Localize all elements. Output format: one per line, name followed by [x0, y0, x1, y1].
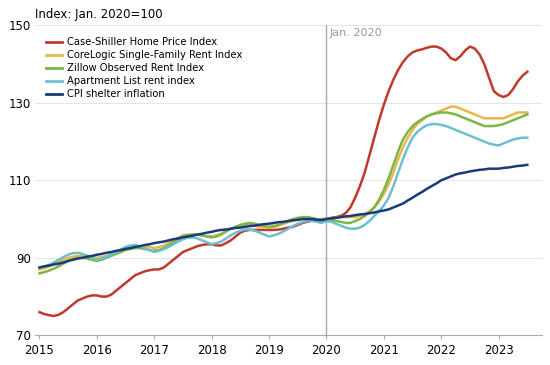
CoreLogic Single-Family Rent Index	[36, 267, 43, 272]
CPI shelter inflation	[491, 166, 497, 171]
Zillow Observed Rent Index	[471, 120, 478, 124]
CoreLogic Single-Family Rent Index	[448, 104, 454, 109]
Apartment List rent index	[496, 143, 502, 147]
CPI shelter inflation	[36, 265, 43, 270]
CoreLogic Single-Family Rent Index	[481, 116, 487, 120]
Zillow Observed Rent Index	[36, 271, 43, 276]
Text: Jan. 2020: Jan. 2020	[329, 28, 382, 38]
Case-Shiller Home Price Index	[524, 70, 531, 74]
Line: Apartment List rent index: Apartment List rent index	[40, 124, 527, 268]
Apartment List rent index	[170, 242, 177, 246]
Case-Shiller Home Price Index	[36, 310, 43, 314]
Case-Shiller Home Price Index	[428, 45, 435, 49]
CoreLogic Single-Family Rent Index	[524, 110, 531, 115]
Apartment List rent index	[481, 139, 487, 144]
Zillow Observed Rent Index	[486, 124, 492, 128]
CPI shelter inflation	[476, 168, 483, 172]
CoreLogic Single-Family Rent Index	[471, 112, 478, 116]
Apartment List rent index	[428, 122, 435, 126]
CoreLogic Single-Family Rent Index	[170, 238, 177, 243]
CoreLogic Single-Family Rent Index	[318, 218, 325, 222]
Case-Shiller Home Price Index	[491, 89, 497, 93]
Apartment List rent index	[36, 265, 43, 270]
Zillow Observed Rent Index	[438, 110, 444, 115]
CPI shelter inflation	[466, 169, 473, 174]
CPI shelter inflation	[318, 218, 325, 222]
Zillow Observed Rent Index	[318, 218, 325, 222]
CoreLogic Single-Family Rent Index	[486, 116, 492, 120]
Zillow Observed Rent Index	[170, 240, 177, 245]
Apartment List rent index	[318, 221, 325, 225]
Case-Shiller Home Price Index	[175, 254, 182, 258]
Legend: Case-Shiller Home Price Index, CoreLogic Single-Family Rent Index, Zillow Observ: Case-Shiller Home Price Index, CoreLogic…	[45, 36, 243, 100]
Text: Index: Jan. 2020=100: Index: Jan. 2020=100	[35, 8, 162, 21]
Case-Shiller Home Price Index	[323, 217, 330, 221]
Apartment List rent index	[471, 135, 478, 140]
Case-Shiller Home Price Index	[500, 95, 507, 99]
Zillow Observed Rent Index	[524, 112, 531, 116]
CoreLogic Single-Family Rent Index	[496, 116, 502, 120]
Line: Zillow Observed Rent Index: Zillow Observed Rent Index	[40, 112, 527, 273]
Zillow Observed Rent Index	[481, 124, 487, 128]
CPI shelter inflation	[170, 237, 177, 241]
Case-Shiller Home Price Index	[476, 52, 483, 57]
Line: CoreLogic Single-Family Rent Index: CoreLogic Single-Family Rent Index	[40, 107, 527, 269]
CPI shelter inflation	[524, 163, 531, 167]
Apartment List rent index	[524, 135, 531, 140]
CPI shelter inflation	[481, 167, 487, 172]
Case-Shiller Home Price Index	[51, 314, 57, 318]
Zillow Observed Rent Index	[496, 123, 502, 127]
Line: Case-Shiller Home Price Index: Case-Shiller Home Price Index	[40, 47, 527, 316]
Apartment List rent index	[486, 141, 492, 146]
Line: CPI shelter inflation: CPI shelter inflation	[40, 165, 527, 268]
Case-Shiller Home Price Index	[486, 76, 492, 80]
